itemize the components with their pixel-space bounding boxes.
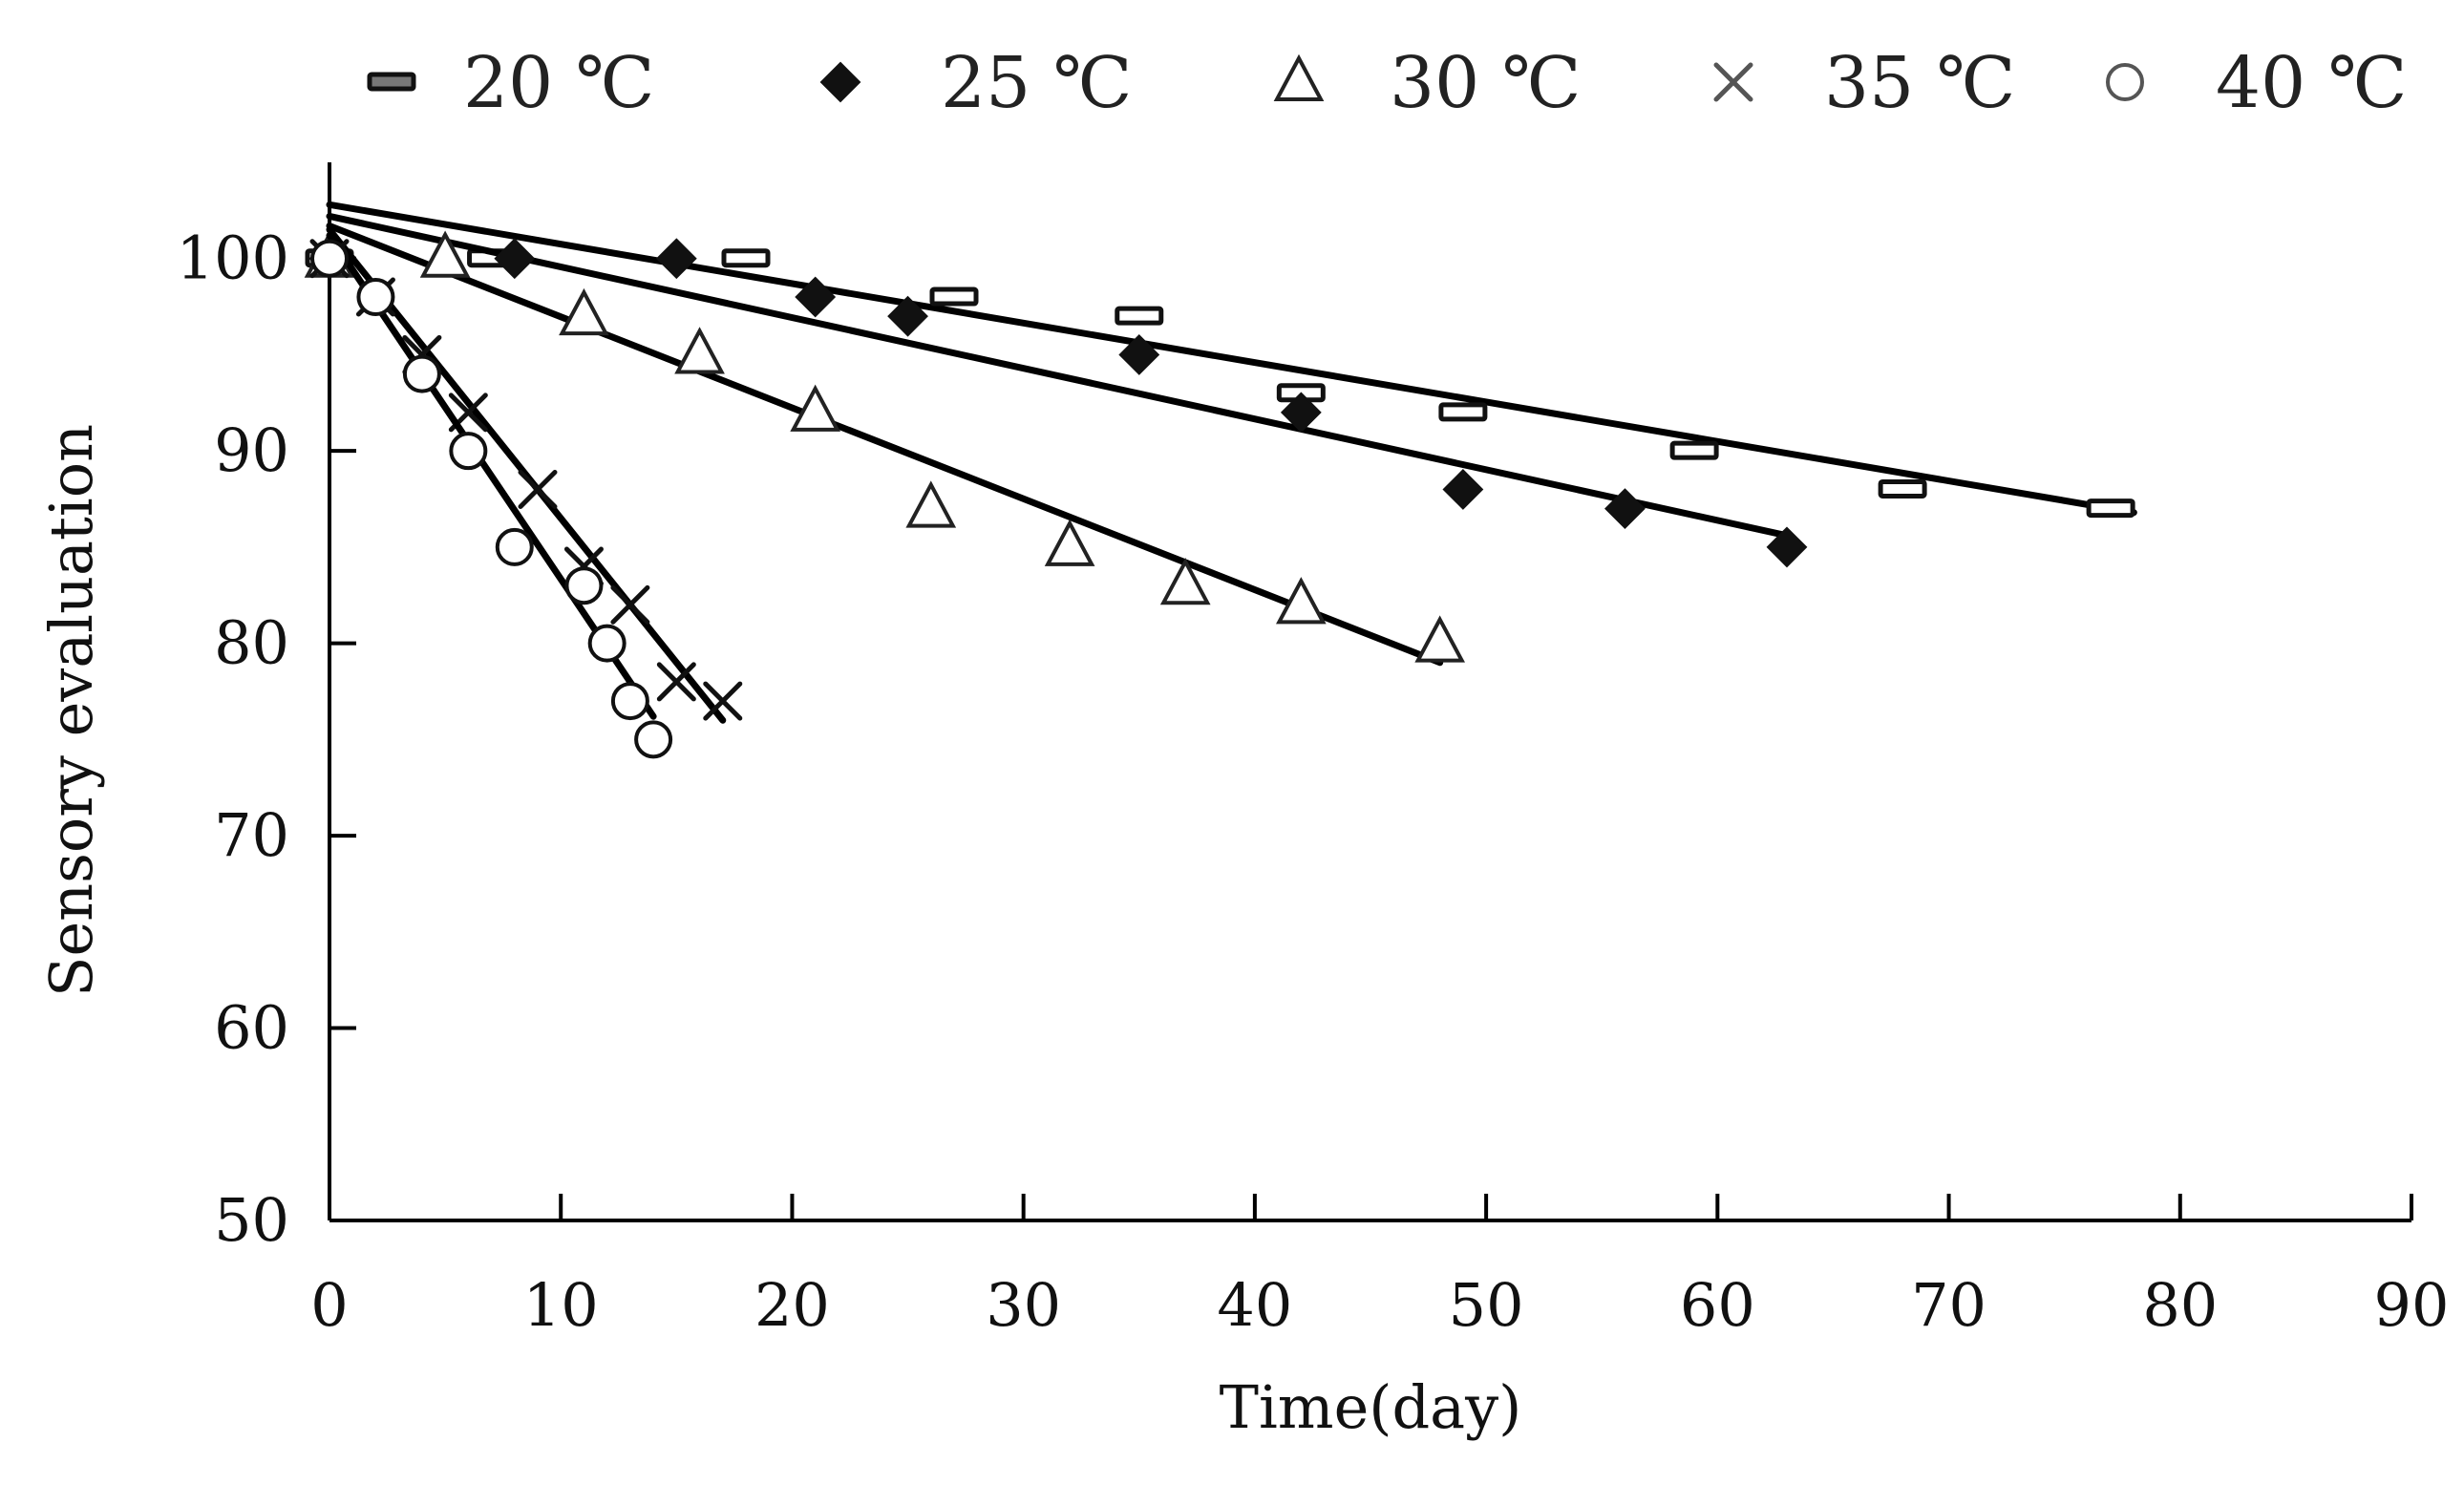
data-point	[1414, 615, 1466, 663]
x-tick-label: 10	[523, 1270, 599, 1340]
legend-marker	[367, 72, 416, 92]
legend-item: 25 ℃	[819, 42, 1132, 124]
x-tick-label: 70	[1911, 1270, 1986, 1340]
legend: 20 ℃ 25 ℃ 30 ℃ 35 ℃ 40 ℃	[367, 42, 2407, 124]
data-point	[1604, 488, 1646, 530]
data-point	[1118, 334, 1160, 375]
data-point	[1878, 478, 1927, 499]
data-point	[1280, 392, 1322, 434]
data-point	[587, 624, 627, 663]
data-point	[1115, 306, 1164, 326]
axes: 0 10 20 30 40 50 60 70 80 90 50 60 70 80 90 100	[177, 162, 2450, 1340]
data-point	[494, 238, 536, 280]
data-point	[1275, 577, 1327, 625]
legend-item: 30 ℃	[1273, 42, 1581, 124]
x-tick-label: 40	[1217, 1270, 1292, 1340]
x-tick-label: 80	[2142, 1270, 2218, 1340]
data-point	[610, 682, 649, 721]
data-point	[1438, 402, 1488, 422]
data-point	[887, 295, 928, 337]
legend-label: 20 ℃	[463, 42, 654, 124]
data-point	[1442, 469, 1484, 510]
legend-marker	[1273, 53, 1325, 101]
data-point	[655, 238, 697, 280]
y-tick-label: 50	[214, 1185, 289, 1255]
data-point	[1669, 440, 1719, 460]
x-tick-label: 0	[310, 1270, 348, 1340]
data-point	[495, 527, 534, 566]
data-point	[656, 662, 696, 702]
data-point	[564, 566, 604, 605]
data-point	[610, 584, 650, 625]
data-point	[559, 287, 609, 336]
trend-line	[326, 222, 1444, 667]
y-tick-label: 70	[214, 800, 289, 870]
data-point	[721, 248, 771, 268]
data-point	[310, 239, 349, 278]
legend-label: 40 ℃	[2216, 42, 2407, 124]
y-tick-label: 80	[214, 608, 289, 678]
legend-item: 35 ℃	[1713, 42, 2015, 124]
series-1	[305, 201, 2137, 519]
data-point	[929, 286, 979, 307]
legend-marker	[819, 61, 861, 103]
data-point	[449, 432, 488, 471]
data-point	[703, 681, 743, 721]
y-tick-label: 60	[214, 993, 289, 1063]
legend-label: 35 ℃	[1824, 42, 2015, 124]
x-tick-label: 20	[754, 1270, 830, 1340]
trend-line	[326, 201, 2137, 517]
x-tick-label: 60	[1680, 1270, 1755, 1340]
y-tick-label: 100	[177, 223, 289, 293]
legend-item: 20 ℃	[367, 42, 654, 124]
data-point	[356, 278, 395, 317]
series-5	[310, 232, 673, 759]
data-point	[1766, 526, 1808, 568]
data-point	[2086, 499, 2135, 519]
data-point	[518, 469, 558, 509]
y-tick-label: 90	[214, 415, 289, 485]
data-point	[1044, 519, 1095, 566]
trend-line	[326, 212, 1791, 540]
legend-marker	[1713, 62, 1753, 102]
legend-label: 30 ℃	[1390, 42, 1581, 124]
data-point	[402, 354, 441, 393]
data-point	[1159, 557, 1211, 605]
legend-item: 40 ℃	[2106, 42, 2407, 124]
legend-label: 25 ℃	[941, 42, 1132, 124]
data-point	[419, 230, 471, 278]
data-point	[790, 384, 841, 432]
x-tick-label: 90	[2374, 1270, 2450, 1340]
data-point	[905, 480, 957, 528]
legend-marker	[2106, 63, 2144, 101]
x-axis-title: Time(day)	[1220, 1372, 1522, 1442]
series	[304, 201, 2137, 759]
x-tick-label: 50	[1449, 1270, 1524, 1340]
y-axis-title: Sensory evaluation	[36, 424, 106, 997]
data-point	[634, 720, 673, 759]
data-point	[795, 276, 837, 318]
x-tick-label: 30	[986, 1270, 1061, 1340]
data-point	[674, 327, 725, 374]
